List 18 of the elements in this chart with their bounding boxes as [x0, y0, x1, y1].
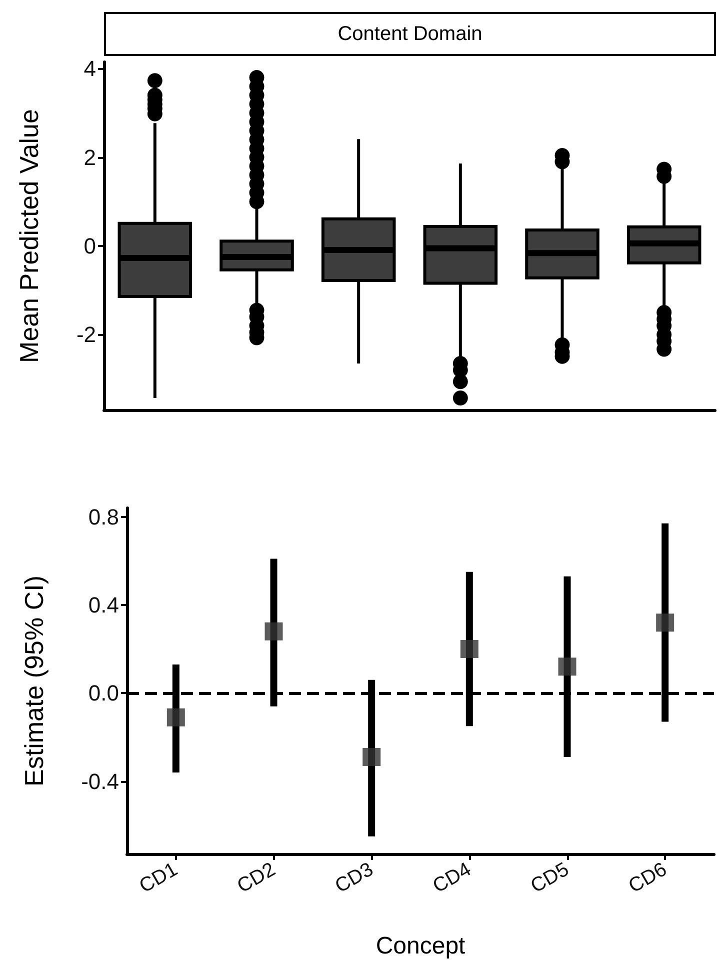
y-axis-title: Mean Predicted Value: [14, 109, 44, 363]
y-axis-title: Estimate (95% CI): [19, 576, 49, 786]
y-tick-label: 4: [84, 56, 96, 82]
x-tick-label: CD4: [429, 858, 475, 898]
y-tick-label: 0.8: [88, 504, 119, 530]
chart-title: Content Domain: [104, 12, 716, 56]
x-tick-label: CD1: [136, 858, 182, 898]
y-tick-label: -2: [76, 322, 96, 348]
x-tick-label: CD3: [331, 858, 378, 898]
y-tick-label: 0: [84, 233, 96, 258]
x-tick-label: CD5: [527, 858, 573, 898]
x-tick-label: CD2: [234, 858, 280, 898]
y-tick-label: -0.4: [81, 768, 119, 794]
x-tick-label: CD6: [624, 858, 671, 898]
y-tick-label: 2: [84, 144, 96, 170]
y-tick-label: 0.0: [88, 680, 119, 706]
x-axis-title: Concept: [376, 932, 466, 960]
y-tick-label: 0.4: [88, 592, 119, 618]
